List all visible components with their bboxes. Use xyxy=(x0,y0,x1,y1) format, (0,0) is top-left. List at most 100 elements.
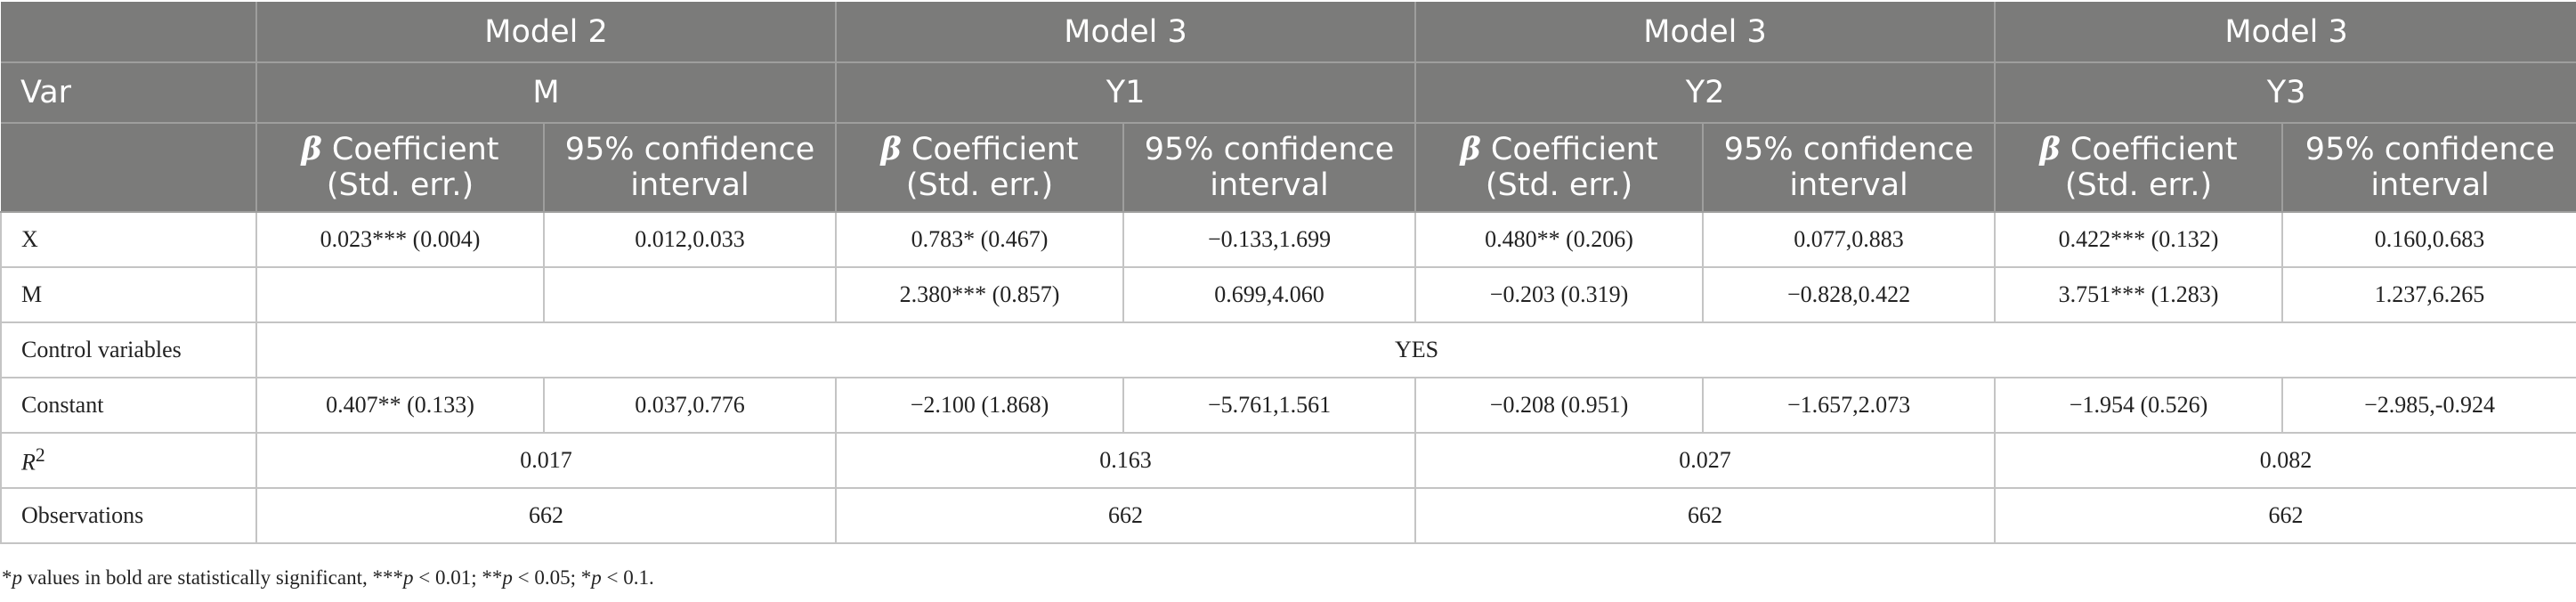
header-corner xyxy=(1,2,256,63)
table-cell: 662 xyxy=(835,487,1417,544)
stderr-label: (Std. err.) xyxy=(326,167,474,203)
footnote-text: < 0.1. xyxy=(601,566,654,589)
table-cell: 0.012,0.033 xyxy=(542,211,838,268)
row-label: Constant xyxy=(0,377,257,434)
ci-label: interval xyxy=(630,167,749,203)
ci-label: interval xyxy=(2370,167,2490,203)
outcome-header: Y3 xyxy=(1994,62,2576,124)
table-row-x: X 0.023*** (0.004) 0.012,0.033 0.783* (0… xyxy=(0,211,2576,268)
ci-header: 95% confidence interval xyxy=(2281,123,2576,213)
row-label: R2 xyxy=(0,432,257,489)
table-cell: −0.828,0.422 xyxy=(1702,266,1997,323)
row-label: M xyxy=(0,266,257,323)
table-row-control: Control variables YES xyxy=(0,321,2576,378)
table-cell: −5.761,1.561 xyxy=(1122,377,1417,434)
table-cell: YES xyxy=(255,321,2576,378)
coef-header: β Coefficient (Std. err.) xyxy=(1994,123,2283,213)
model-header: Model 3 xyxy=(1414,2,1996,63)
footnote-text: values in bold are statistically signifi… xyxy=(22,566,403,589)
ci-header: 95% confidence interval xyxy=(542,123,837,213)
beta-symbol: β xyxy=(1460,131,1481,167)
table-row-r2: R2 0.017 0.163 0.027 0.082 xyxy=(0,432,2576,489)
footnote-p: p xyxy=(402,566,414,589)
var-header: Var xyxy=(1,62,256,124)
ci-label: 95% confidence xyxy=(564,132,815,167)
table-cell: −2.985,-0.924 xyxy=(2281,377,2576,434)
table-cell: 0.422*** (0.132) xyxy=(1994,211,2284,268)
r-superscript: 2 xyxy=(35,444,45,467)
table-cell: 662 xyxy=(1414,487,1997,544)
table-cell: 0.783* (0.467) xyxy=(835,211,1125,268)
ci-header: 95% confidence interval xyxy=(1702,123,1996,213)
table-cell: 1.237,6.265 xyxy=(2281,266,2576,323)
table-row-observations: Observations 662 662 662 662 xyxy=(0,487,2576,544)
model-header: Model 3 xyxy=(835,2,1416,63)
table-cell: 662 xyxy=(255,487,838,544)
header-row-stats: β Coefficient (Std. err.) 95% confidence i… xyxy=(1,123,2576,213)
table-row-m: M 2.380*** (0.857) 0.699,4.060 −0.203 (0… xyxy=(0,266,2576,323)
coef-label: Coefficient xyxy=(1490,132,1658,167)
ci-label: 95% confidence xyxy=(2305,132,2556,167)
row-label: X xyxy=(0,211,257,268)
table-cell: −0.208 (0.951) xyxy=(1414,377,1705,434)
row-label: Observations xyxy=(0,487,257,544)
footnote-star: * xyxy=(2,566,12,589)
ci-label: 95% confidence xyxy=(1723,132,1974,167)
table-cell xyxy=(542,266,838,323)
ci-header: 95% confidence interval xyxy=(1122,123,1416,213)
beta-symbol: β xyxy=(880,131,902,167)
model-header: Model 2 xyxy=(255,2,837,63)
table-cell: 0.699,4.060 xyxy=(1122,266,1417,323)
table-cell: −0.133,1.699 xyxy=(1122,211,1417,268)
coef-label: Coefficient xyxy=(2070,132,2238,167)
coef-header: β Coefficient (Std. err.) xyxy=(1414,123,1704,213)
footnote-text: < 0.05; * xyxy=(512,566,592,589)
table-cell: −1.954 (0.526) xyxy=(1994,377,2284,434)
table-cell: 0.023*** (0.004) xyxy=(255,211,545,268)
table-cell: 2.380*** (0.857) xyxy=(835,266,1125,323)
table-body: X 0.023*** (0.004) 0.012,0.033 0.783* (0… xyxy=(0,211,2576,544)
table-cell: 0.163 xyxy=(835,432,1417,489)
beta-symbol: β xyxy=(2039,131,2061,167)
footnote-p: p xyxy=(502,566,513,589)
stderr-label: (Std. err.) xyxy=(2064,167,2213,203)
ci-label: interval xyxy=(1789,167,1908,203)
table-footnote: *p values in bold are statistically sign… xyxy=(2,566,654,590)
coef-label: Coefficient xyxy=(331,132,499,167)
table-cell: −2.100 (1.868) xyxy=(835,377,1125,434)
coef-label: Coefficient xyxy=(911,132,1079,167)
footnote-p: p xyxy=(591,566,602,589)
table-cell: 0.037,0.776 xyxy=(542,377,838,434)
header-row-models: Model 2 Model 3 Model 3 Model 3 xyxy=(1,2,2576,63)
header-blank xyxy=(1,123,256,213)
table-cell: −0.203 (0.319) xyxy=(1414,266,1705,323)
outcome-header: M xyxy=(255,62,837,124)
model-header: Model 3 xyxy=(1994,2,2576,63)
stderr-label: (Std. err.) xyxy=(1485,167,1633,203)
table-cell: 0.160,0.683 xyxy=(2281,211,2576,268)
header-row-outcomes: Var M Y1 Y2 Y3 xyxy=(1,62,2576,124)
table-cell: 0.077,0.883 xyxy=(1702,211,1997,268)
ci-label: interval xyxy=(1210,167,1329,203)
table-cell xyxy=(255,266,545,323)
outcome-header: Y2 xyxy=(1414,62,1996,124)
table-cell: 0.082 xyxy=(1994,432,2576,489)
regression-table: Model 2 Model 3 Model 3 Model 3 Var M Y1… xyxy=(0,2,2576,544)
stderr-label: (Std. err.) xyxy=(905,167,1054,203)
table-cell: 3.751*** (1.283) xyxy=(1994,266,2284,323)
outcome-header: Y1 xyxy=(835,62,1416,124)
table-cell: 0.407** (0.133) xyxy=(255,377,545,434)
beta-symbol: β xyxy=(301,131,322,167)
table-header: Model 2 Model 3 Model 3 Model 3 Var M Y1… xyxy=(1,2,2576,213)
table-cell: 662 xyxy=(1994,487,2576,544)
ci-label: 95% confidence xyxy=(1144,132,1395,167)
table-cell: 0.017 xyxy=(255,432,838,489)
table-cell: 0.027 xyxy=(1414,432,1997,489)
table-row-constant: Constant 0.407** (0.133) 0.037,0.776 −2.… xyxy=(0,377,2576,434)
row-label: Control variables xyxy=(0,321,257,378)
footnote-p: p xyxy=(12,566,23,589)
table-cell: 0.480** (0.206) xyxy=(1414,211,1705,268)
r-symbol: R xyxy=(21,449,36,476)
coef-header: β Coefficient (Std. err.) xyxy=(835,123,1124,213)
table-cell: −1.657,2.073 xyxy=(1702,377,1997,434)
